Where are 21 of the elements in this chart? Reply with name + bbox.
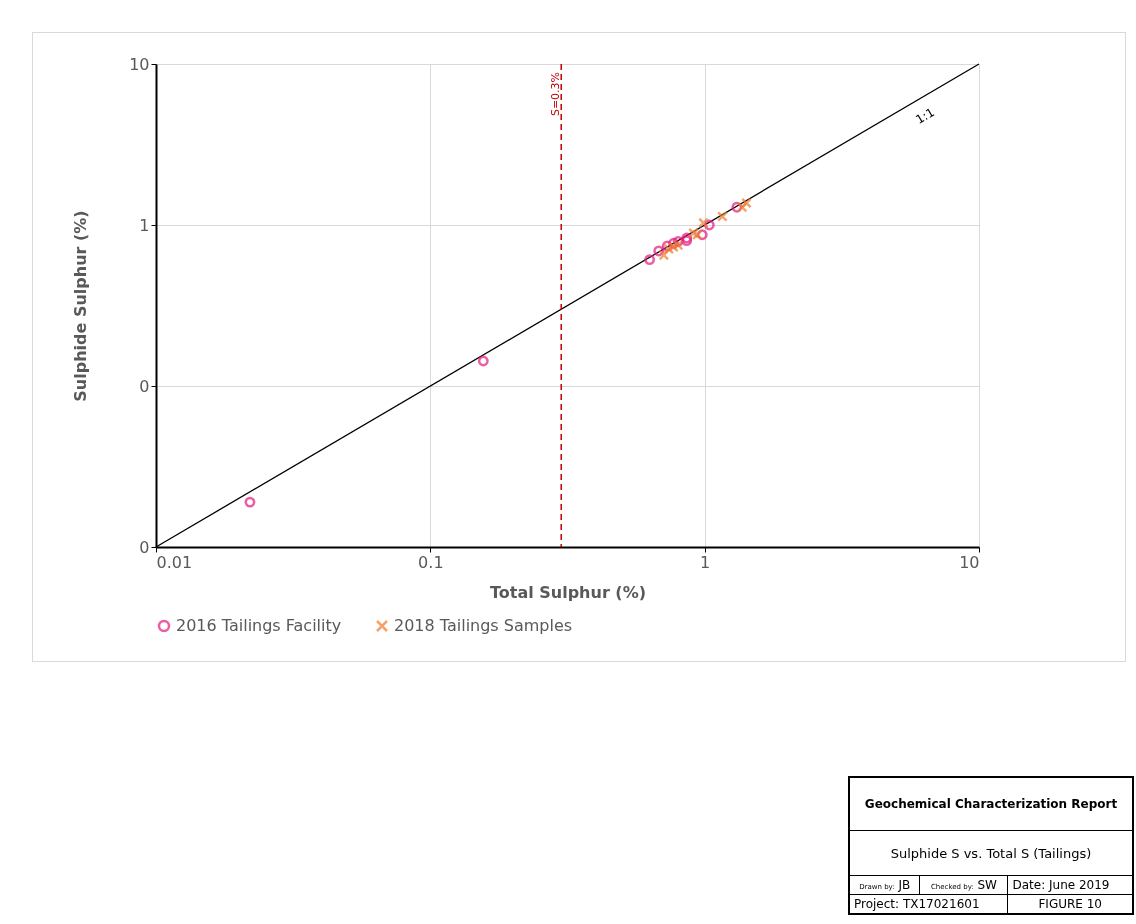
y-tick-label: 0 — [139, 537, 150, 557]
x-tick-label: 0.1 — [418, 552, 444, 572]
text: SW — [977, 878, 997, 892]
text: JB — [898, 878, 911, 892]
y-tick-label: 10 — [129, 54, 150, 74]
legend-label: 2016 Tailings Facility — [176, 616, 342, 635]
y-axis-title: Sulphide Sulphur (%) — [71, 210, 91, 402]
text: 1:1 — [913, 105, 937, 127]
y-tick-label: 1 — [139, 215, 150, 235]
text: Project: TX17021601 — [854, 897, 980, 911]
y-tick-label: 0 — [139, 376, 150, 396]
x-axis-title: Total Sulphur (%) — [489, 582, 647, 602]
text: Date: June 2019 — [1012, 878, 1110, 892]
caption: FIGURE 10 — [1038, 897, 1102, 911]
x-tick-label: 1 — [700, 552, 711, 572]
legend-label: 2018 Tailings Samples — [394, 616, 573, 635]
text: Sulphide S vs. Total S (Tailings) — [890, 845, 1092, 861]
x-tick-label: 0.01 — [156, 552, 193, 572]
ref-line-label: S=0.3% — [549, 71, 563, 117]
text: Geochemical Characterization Report — [864, 797, 1118, 811]
x-tick-label: 10 — [959, 552, 980, 572]
